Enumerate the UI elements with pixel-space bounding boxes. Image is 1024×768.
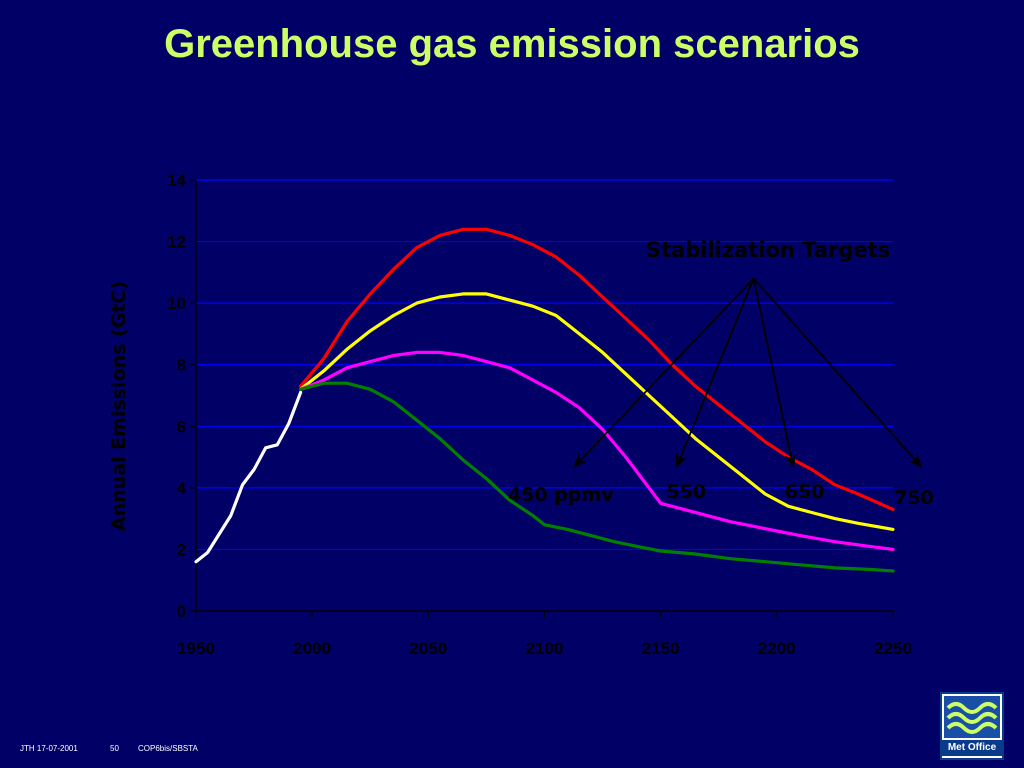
annotation-arrow-3 — [752, 278, 797, 469]
series-line-4 — [299, 350, 895, 551]
slide-title: Greenhouse gas emission scenarios — [164, 22, 860, 66]
x-tick-label-2150: 2150 — [642, 639, 680, 658]
series-lines — [194, 227, 895, 573]
series-line-3 — [299, 292, 895, 531]
logo-waves-icon — [944, 696, 1000, 738]
x-tick-label-2250: 2250 — [874, 639, 912, 658]
annotation-label-4: 750 — [894, 487, 934, 509]
y-tick-label-2: 2 — [177, 540, 186, 559]
y-tick-label-10: 10 — [167, 294, 186, 313]
annotation-arrow-1 — [573, 277, 755, 468]
annotation-arrow-2 — [675, 278, 755, 469]
footer-author-date: JTH 17-07-2001 — [20, 744, 78, 753]
x-tick-label-2050: 2050 — [409, 639, 447, 658]
x-tick-label-1950: 1950 — [177, 639, 215, 658]
annotation-label-1: 450 ppmv — [508, 484, 614, 506]
axes: 0 2 4 6 8 10 12 14 1950 2000 2050 2100 2150 2200 2250 — [167, 171, 912, 658]
y-tick-label-12: 12 — [167, 233, 186, 252]
y-tick-label-4: 4 — [177, 479, 187, 498]
y-tick-label-14: 14 — [167, 171, 186, 190]
annotation-heading: Stabilization Targets — [646, 238, 890, 262]
footer-event: COP6bis/SBSTA — [138, 744, 198, 753]
annotation-arrow-4 — [752, 277, 923, 468]
footer-page-number: 50 — [110, 744, 119, 753]
series-line-5 — [299, 381, 895, 573]
series-line-1 — [194, 390, 303, 564]
y-tick-label-6: 6 — [177, 417, 186, 436]
annotation-label-2: 550 — [666, 481, 706, 503]
x-tick-label-2000: 2000 — [293, 639, 331, 658]
x-tick-label-2100: 2100 — [526, 639, 564, 658]
x-tick-label-2200: 2200 — [758, 639, 796, 658]
gridlines — [196, 179, 893, 551]
y-tick-label-8: 8 — [177, 356, 186, 375]
annotations: Stabilization Targets 450 ppmv 550 650 750 — [508, 238, 934, 509]
met-office-logo: Met Office — [940, 692, 1004, 760]
y-axis-label: Annual Emissions (GtC) — [108, 281, 130, 531]
y-tick-label-0: 0 — [177, 602, 186, 621]
logo-text: Met Office — [942, 740, 1002, 756]
series-line-2 — [299, 227, 895, 511]
annotation-label-3: 650 — [785, 481, 825, 503]
